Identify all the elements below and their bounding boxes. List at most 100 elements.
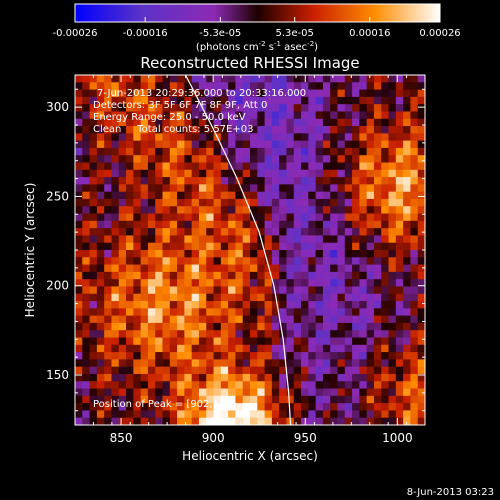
heatmap-cell [118, 89, 127, 98]
heatmap-cell [155, 228, 164, 237]
heatmap-cell [118, 257, 127, 266]
heatmap-cell [344, 359, 353, 368]
heatmap-cell [264, 366, 273, 375]
heatmap-cell [315, 337, 324, 346]
heatmap-cell [301, 388, 309, 397]
heatmap-cell [206, 330, 215, 339]
heatmap-cell [301, 140, 309, 149]
heatmap-cell [184, 308, 193, 317]
heatmap-cell [293, 301, 302, 309]
heatmap-cell [381, 104, 390, 113]
heatmap-cell [366, 177, 375, 185]
heatmap-cell [191, 359, 200, 368]
heatmap-cell [395, 344, 404, 353]
heatmap-cell [82, 96, 91, 105]
heatmap-cell [293, 403, 302, 412]
heatmap-cell [126, 337, 134, 346]
heatmap-cell [257, 337, 266, 346]
heatmap-cell [308, 301, 317, 309]
heatmap-cell [89, 271, 98, 280]
heatmap-cell [126, 155, 134, 164]
heatmap-cell [352, 147, 360, 156]
heatmap-cell [118, 184, 127, 193]
heatmap-cell [410, 264, 419, 273]
heatmap-cell [155, 315, 164, 324]
heatmap-cell [213, 366, 222, 375]
heatmap-cell [366, 250, 375, 258]
heatmap-cell [162, 140, 171, 149]
heatmap-cell [279, 206, 288, 215]
heatmap-cell [75, 322, 83, 331]
heatmap-cell [395, 264, 404, 273]
heatmap-cell [242, 403, 251, 412]
heatmap-cell [198, 301, 207, 309]
heatmap-cell [344, 155, 353, 164]
heatmap-cell [308, 111, 317, 120]
heatmap-cell [286, 250, 295, 258]
heatmap-cell [417, 271, 425, 280]
heatmap-cell [417, 315, 425, 324]
heatmap-cell [403, 111, 412, 120]
heatmap-cell [126, 373, 134, 382]
heatmap-cell [191, 96, 200, 105]
heatmap-cell [395, 250, 404, 258]
heatmap-cell [220, 242, 229, 251]
heatmap-cell [301, 330, 309, 339]
heatmap-cell [75, 228, 83, 237]
heatmap-cell [322, 96, 331, 105]
heatmap-cell [89, 410, 98, 419]
heatmap-cell [242, 242, 251, 251]
heatmap-cell [279, 395, 288, 404]
heatmap-cell [366, 96, 375, 105]
heatmap-cell [191, 169, 200, 178]
heatmap-cell [133, 89, 142, 98]
heatmap-cell [344, 184, 353, 193]
heatmap-cell [293, 373, 302, 382]
heatmap-cell [381, 96, 390, 105]
heatmap-cell [381, 220, 390, 229]
heatmap-cell [75, 373, 83, 382]
heatmap-cell [242, 315, 251, 324]
heatmap-cell [118, 126, 127, 134]
heatmap-cell [279, 330, 288, 339]
heatmap-cell [162, 388, 171, 397]
heatmap-cell [308, 271, 317, 280]
heatmap-cell [366, 104, 375, 113]
heatmap-cell [373, 82, 382, 91]
heatmap-cell [75, 410, 83, 419]
heatmap-cell [75, 96, 83, 105]
heatmap-cell [111, 359, 120, 368]
heatmap-cell [403, 162, 412, 171]
heatmap-cell [337, 169, 346, 178]
heatmap-cell [344, 308, 353, 317]
heatmap-cell [140, 191, 149, 200]
heatmap-cell [104, 344, 113, 353]
heatmap-cell [373, 184, 382, 193]
colorbar-gradient [74, 3, 441, 23]
heatmap-cell [184, 403, 193, 412]
heatmap-cell [388, 403, 397, 412]
x-tick-label: 850 [110, 431, 133, 445]
heatmap-cell [271, 133, 280, 142]
heatmap-cell [118, 228, 127, 237]
heatmap-cell [388, 75, 397, 83]
chart-title: Reconstructed RHESSI Image [140, 54, 359, 72]
heatmap-cell [242, 228, 251, 237]
heatmap-cell [162, 264, 171, 273]
heatmap-cell [410, 96, 419, 105]
heatmap-cell [337, 126, 346, 134]
heatmap-cell [322, 337, 331, 346]
heatmap-cell [286, 271, 295, 280]
heatmap-cell [373, 162, 382, 171]
heatmap-cell [337, 155, 346, 164]
heatmap-cell [264, 198, 273, 207]
heatmap-cell [89, 169, 98, 178]
heatmap-cell [366, 198, 375, 207]
heatmap-cell [177, 104, 185, 113]
heatmap-cell [177, 359, 185, 368]
heatmap-cell [147, 213, 156, 222]
heatmap-cell [228, 96, 237, 105]
heatmap-cell [126, 257, 134, 266]
heatmap-cell [89, 395, 98, 404]
heatmap-cell [322, 395, 331, 404]
